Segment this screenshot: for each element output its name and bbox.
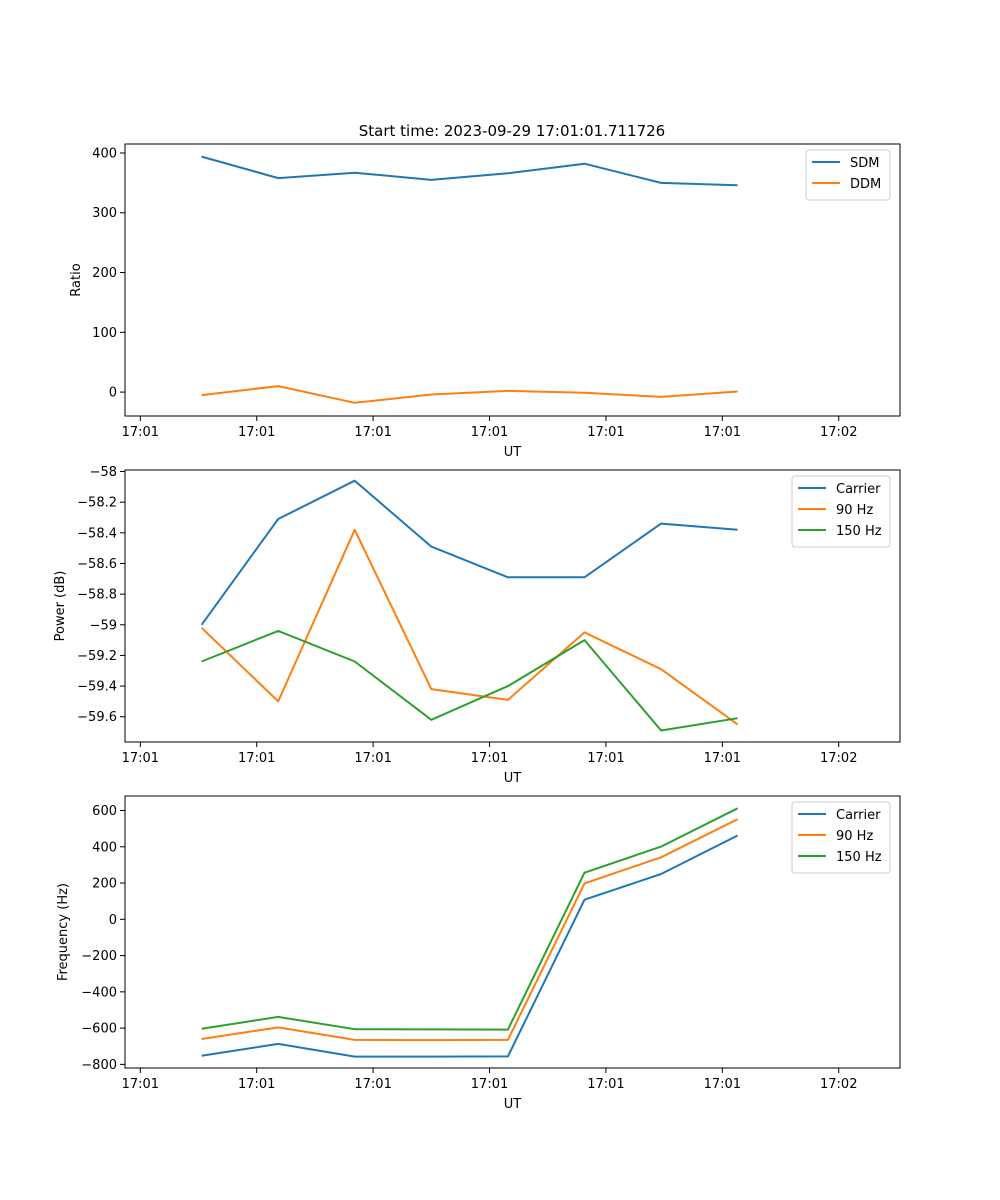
legend-label: SDM [850,156,879,171]
series-line-150-hz [201,807,739,1031]
y-tick-label: 0 [109,386,117,401]
y-tick-label: −59.6 [77,710,117,725]
legend: Carrier 90 Hz 150 Hz [791,475,891,548]
y-tick-label: −58 [90,465,117,480]
y-tick-label: 100 [92,326,117,341]
x-tick-label: 17:01 [704,425,741,440]
y-tick-label: −59.4 [77,680,117,695]
x-axis-label: UT [504,445,522,460]
y-axis-label: Frequency (Hz) [56,883,71,981]
y-tick-label: −800 [81,1058,117,1073]
y-tick-label: 200 [92,266,117,281]
x-tick-label: 17:01 [471,751,508,766]
x-axis-label: UT [504,771,522,786]
y-axis-label: Power (dB) [53,571,68,642]
y-tick-label: 300 [92,206,117,221]
series-line-ddm [201,385,738,404]
x-tick-label: 17:01 [704,751,741,766]
legend-label: Carrier [836,808,881,823]
y-tick-label: 0 [109,913,117,928]
legend: Carrier 90 Hz 150 Hz [791,801,891,874]
x-tick-label: 17:01 [354,425,391,440]
subplot-2: 17:01 17:01 17:01 17:01 17:01 17:01 17:02 −59.6… [53,465,901,786]
legend-label: 150 Hz [836,850,882,865]
legend-label: 150 Hz [836,524,882,539]
y-tick-label: −200 [81,949,117,964]
y-tick-label: −58.2 [77,496,117,511]
series-line-carrier [200,479,738,626]
x-tick-label: 17:01 [122,1077,159,1092]
y-tick-label: −58.6 [77,557,117,572]
x-tick-label: 17:01 [238,1077,275,1092]
y-tick-label: −58.8 [77,588,117,603]
y-tick-label: 400 [92,146,117,161]
y-tick-label: 200 [92,877,117,892]
x-tick-label: 17:01 [238,425,275,440]
y-tick-label: −58.4 [77,526,117,541]
x-tick-label: 17:01 [587,425,624,440]
series-line-150-hz [201,629,738,732]
y-tick-label: −59 [90,618,117,633]
x-tick-label: 17:02 [820,425,857,440]
legend-label: 90 Hz [836,829,873,844]
x-tick-label: 17:01 [704,1077,741,1092]
legend-label: Carrier [836,482,881,497]
figure-title: Start time: 2023-09-29 17:01:01.711726 [359,122,665,140]
y-tick-label: −400 [81,985,117,1000]
series-line-carrier [201,834,739,1058]
y-tick-label: −600 [81,1022,117,1037]
x-tick-label: 17:01 [587,1077,624,1092]
y-axis-label: Ratio [69,263,84,296]
legend: SDM DDM [805,149,891,201]
subplot-1: 17:01 17:01 17:01 17:01 17:01 17:01 17:02 0 100 2… [69,143,901,460]
axes-frame [124,469,901,743]
plots: 17:01 17:01 17:01 17:01 17:01 17:01 17:02 0 100 2… [53,143,901,1112]
x-tick-label: 17:01 [122,425,159,440]
series-line-90-hz [201,818,739,1042]
y-tick-label: −59.2 [77,649,117,664]
legend-label: 90 Hz [836,503,873,518]
legend-label: DDM [850,177,881,192]
x-tick-label: 17:02 [820,1077,857,1092]
series-line-90-hz [200,528,739,726]
series-line-sdm [201,155,738,187]
x-tick-label: 17:01 [587,751,624,766]
x-tick-label: 17:01 [471,425,508,440]
y-tick-label: 600 [92,804,117,819]
subplot-3: 17:01 17:01 17:01 17:01 17:01 17:01 17:02 −800 −… [56,795,901,1112]
y-tick-label: 400 [92,840,117,855]
x-axis-label: UT [504,1097,522,1112]
x-tick-label: 17:01 [354,1077,391,1092]
x-tick-label: 17:01 [238,751,275,766]
axes-frame [124,795,901,1069]
x-tick-label: 17:01 [471,1077,508,1092]
x-tick-label: 17:01 [122,751,159,766]
x-tick-label: 17:01 [354,751,391,766]
x-tick-label: 17:02 [820,751,857,766]
axes-frame [124,143,901,417]
